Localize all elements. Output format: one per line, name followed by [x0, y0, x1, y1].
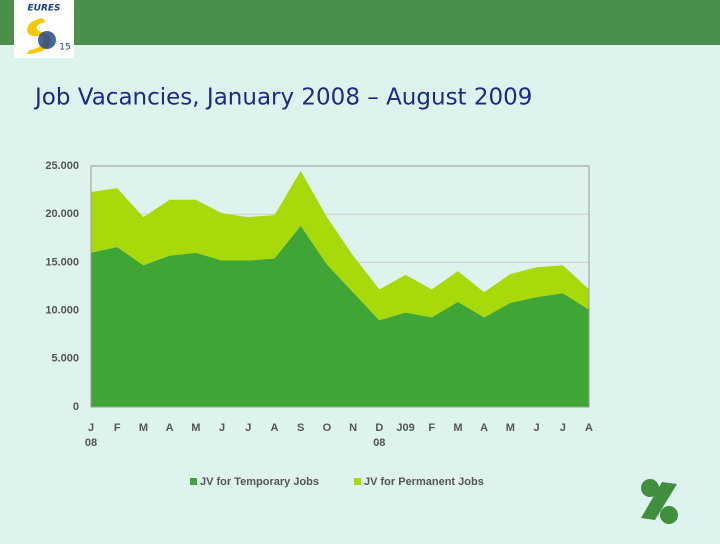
- legend-label: JV for Permanent Jobs: [364, 476, 484, 488]
- title: Job Vacancies, January 2008 – August 200…: [33, 85, 532, 111]
- x-tick-sublabel: 08: [85, 437, 97, 449]
- x-tick-label: J: [534, 422, 540, 434]
- x-tick-label: J: [88, 422, 94, 434]
- header-bar: [0, 0, 720, 45]
- x-tick-sublabel: 08: [373, 437, 385, 449]
- x-tick-label: A: [585, 422, 593, 434]
- corner-icon: [641, 479, 678, 524]
- x-tick-label: J: [219, 422, 225, 434]
- x-tick-label: F: [114, 422, 121, 434]
- area: [91, 170, 589, 321]
- area: [91, 225, 589, 407]
- y-tick-label: 25.000: [45, 160, 79, 172]
- plot: 0 5.000 10.000 15.000 20.000 25.000 J 08 F M A M J J A…: [45, 160, 593, 488]
- logo-badge: 15: [59, 43, 70, 53]
- icon-slash: [641, 482, 677, 520]
- icon-dot: [660, 506, 678, 524]
- legend-swatch: [190, 478, 197, 485]
- x-tick-label: N: [349, 422, 357, 434]
- x-tick-label: M: [191, 422, 200, 434]
- x-tick-label: D: [375, 422, 383, 434]
- y-tick-label: 20.000: [45, 208, 79, 220]
- y-tick-label: 15.000: [45, 256, 79, 268]
- y-tick-label: 5.000: [51, 353, 79, 365]
- x-tick-label: J09: [396, 422, 414, 434]
- logo-circle: [38, 31, 56, 49]
- x-tick-label: J: [560, 422, 566, 434]
- x-tick-label: S: [297, 422, 304, 434]
- y-tick-label: 10.000: [45, 305, 79, 317]
- logo-text: EURES: [27, 4, 60, 14]
- y-tick-label: 0: [73, 401, 79, 413]
- legend-label: JV for Temporary Jobs: [200, 476, 319, 488]
- x-tick-label: A: [166, 422, 174, 434]
- x-tick-label: J: [245, 422, 251, 434]
- legend-swatch: [354, 478, 361, 485]
- x-tick-label: F: [428, 422, 435, 434]
- plot-border: [90, 165, 590, 408]
- x-tick-label: A: [480, 422, 488, 434]
- x-tick-label: M: [506, 422, 515, 434]
- icon-dot: [641, 479, 659, 497]
- x-tick-label: O: [323, 422, 332, 434]
- x-tick-label: A: [270, 422, 278, 434]
- x-tick-label: M: [453, 422, 462, 434]
- x-tick-label: M: [139, 422, 148, 434]
